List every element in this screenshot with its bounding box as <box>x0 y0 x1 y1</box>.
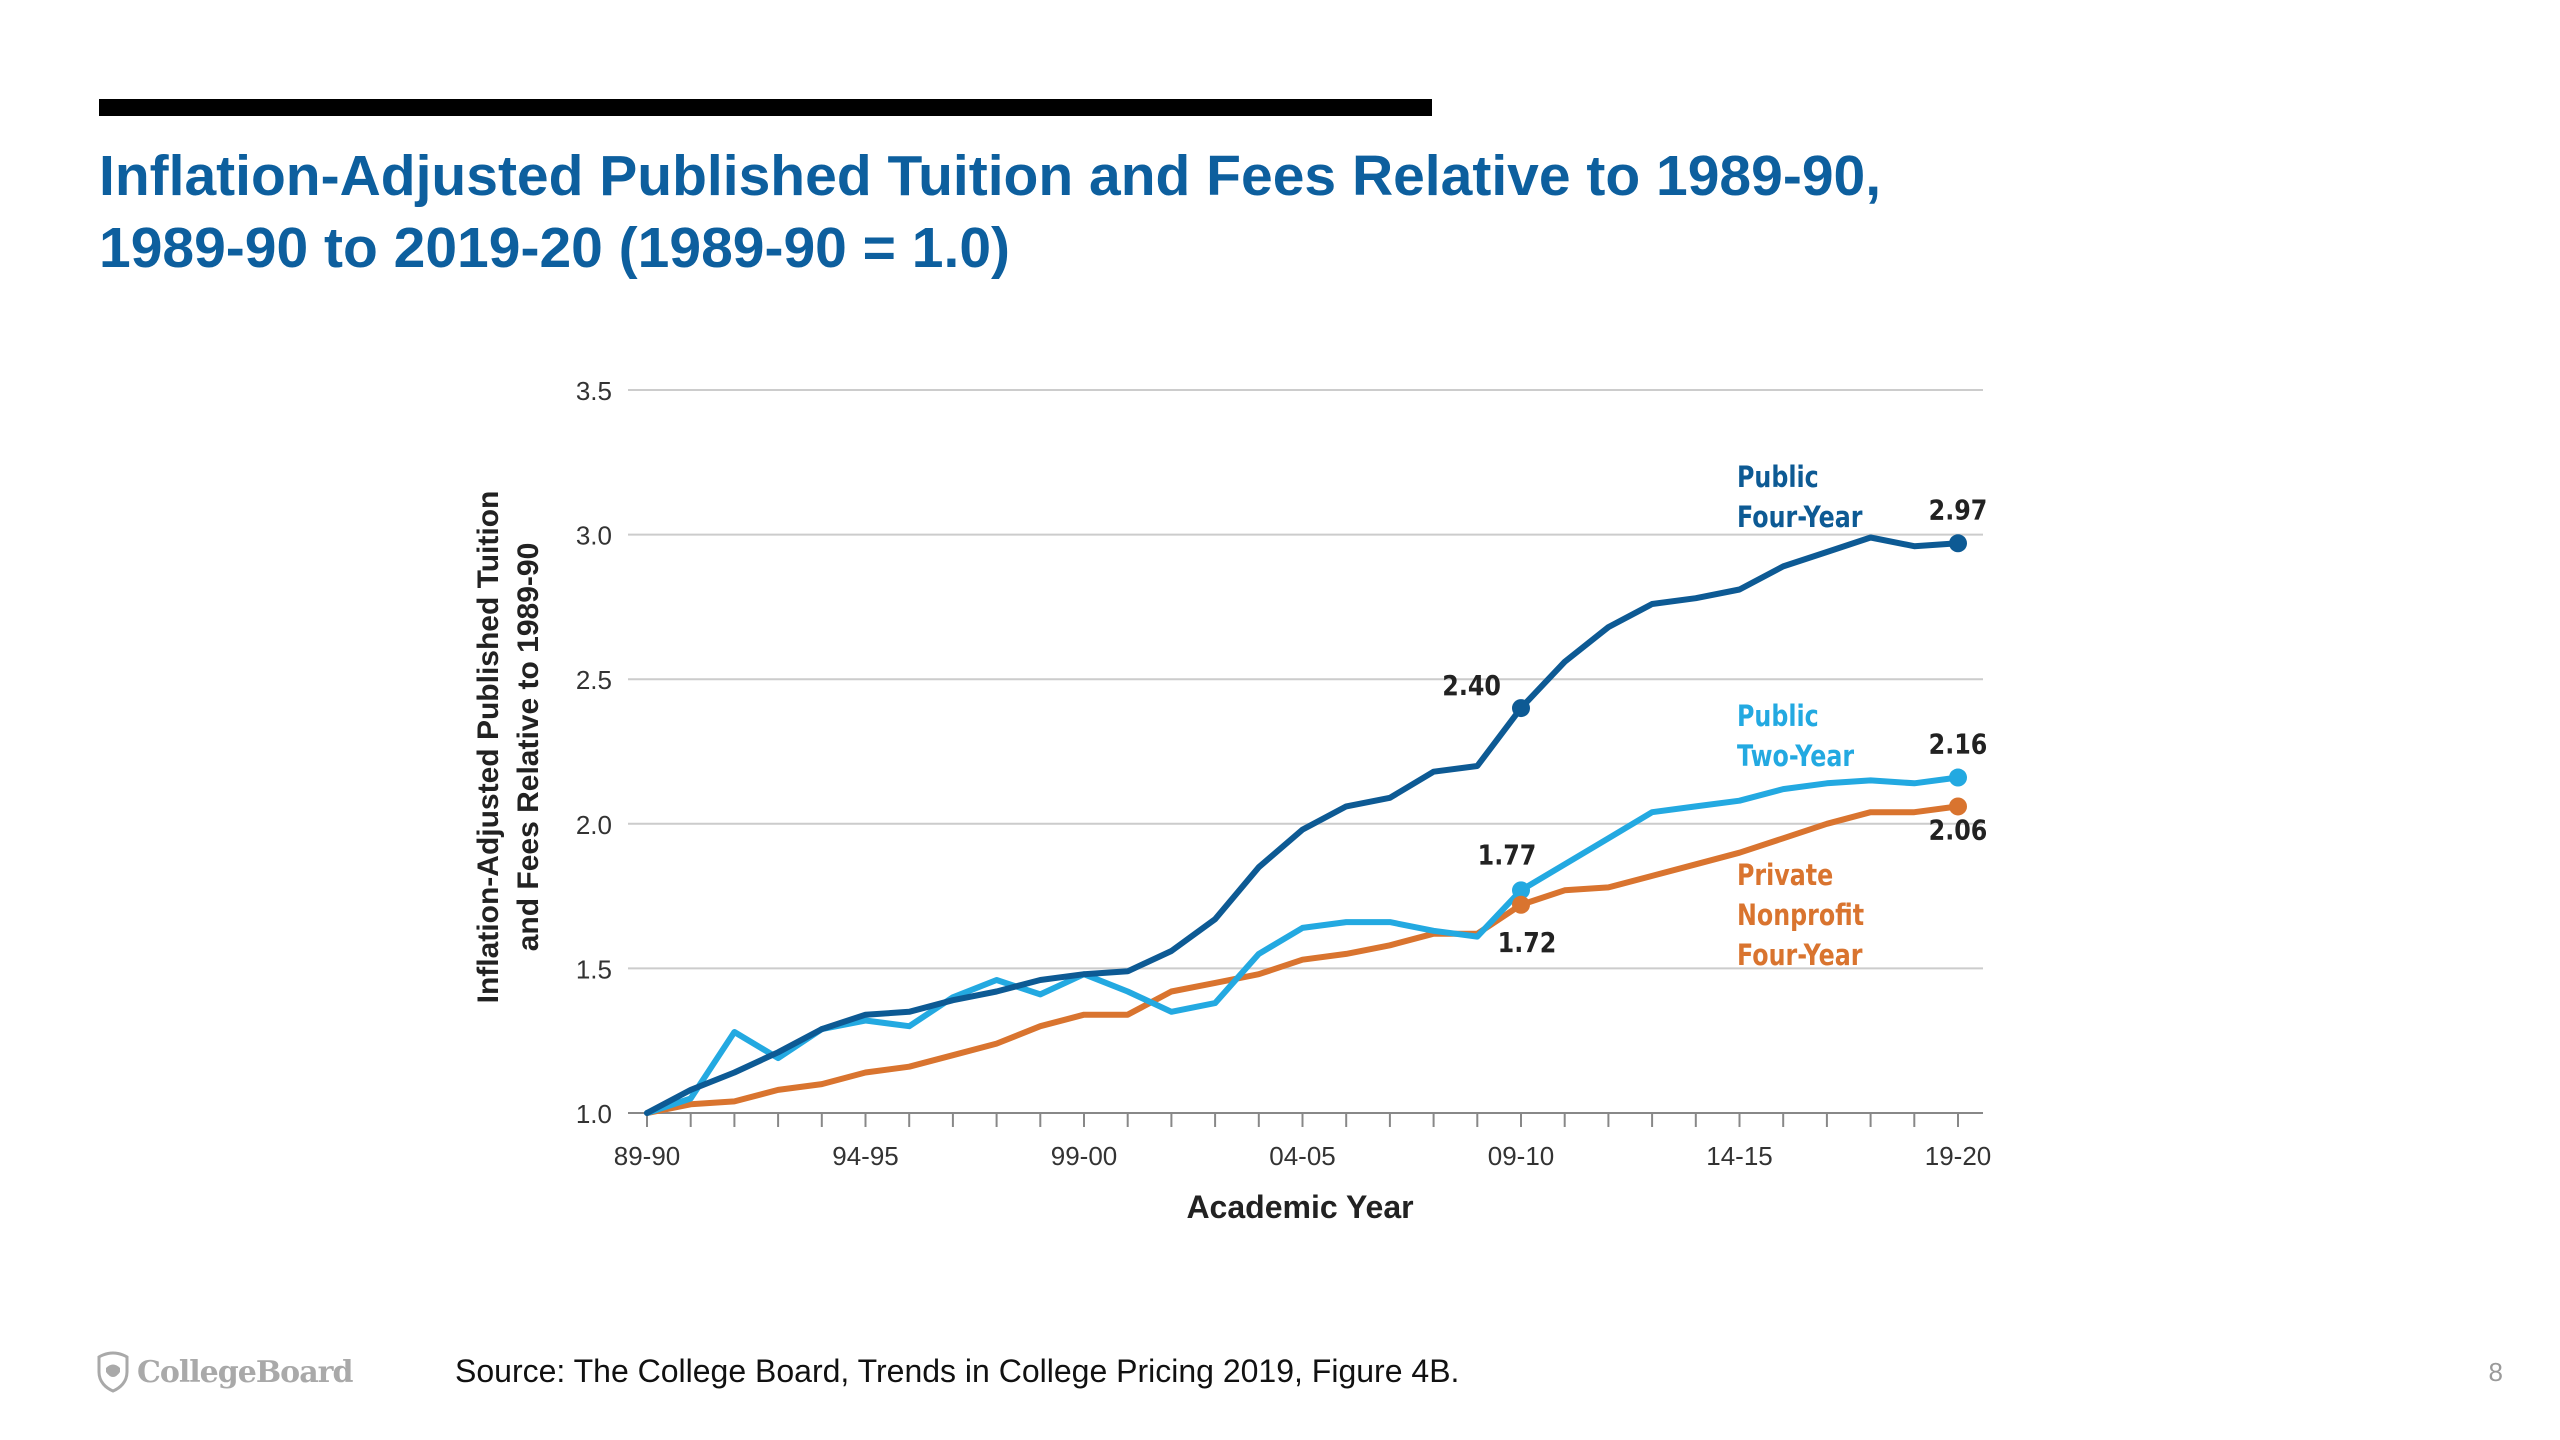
data-point-marker <box>1949 797 1967 816</box>
y-axis-title-line-1: Inflation-Adjusted Published Tuition <box>472 491 505 1004</box>
x-tick-label: 19-20 <box>1925 1141 1992 1171</box>
series-line-private-nonprofit <box>644 803 1961 1116</box>
data-point-marker <box>1512 881 1530 900</box>
y-tick-label: 3.5 <box>576 376 612 406</box>
legend-public-two-year: Public Two-Year <box>1737 700 1854 774</box>
x-tick-label: 04-05 <box>1269 1141 1336 1171</box>
legend-label-line: Four-Year <box>1737 939 1862 973</box>
acorn-shield-icon <box>97 1351 129 1393</box>
series-line-public-four-year <box>644 534 1961 1116</box>
x-tick-label: 94-95 <box>832 1141 899 1171</box>
axis-layer: 1.0 1.5 2.0 2.5 3.0 3.5 89-90 94-95 99-00 04-05 09… <box>576 376 1991 1171</box>
data-label: 2.06 <box>1929 815 1988 847</box>
x-axis-title: Academic Year <box>1186 1189 1413 1225</box>
series-line-public-two-year <box>644 774 1961 1116</box>
y-tick-label: 3.0 <box>576 521 612 551</box>
y-tick-label: 1.5 <box>576 954 612 984</box>
series-layer <box>644 534 1967 1116</box>
college-board-logo: CollegeBoard <box>95 1348 353 1396</box>
data-point-marker <box>1512 895 1530 914</box>
data-point-marker <box>1949 768 1967 787</box>
y-tick-label: 1.0 <box>576 1099 612 1129</box>
legend-label-line: Public <box>1737 700 1819 734</box>
data-label: 1.77 <box>1478 840 1537 872</box>
x-tick-label: 99-00 <box>1051 1141 1118 1171</box>
data-label: 2.40 <box>1442 670 1501 702</box>
page-number: 8 <box>2488 1357 2503 1387</box>
legend-private-nonprofit: Private Nonprofit Four-Year <box>1737 859 1864 973</box>
y-tick-label: 2.0 <box>576 810 612 840</box>
y-axis-title-line-2: and Fees Relative to 1989-90 <box>512 543 545 952</box>
x-tick-label: 09-10 <box>1488 1141 1555 1171</box>
legend-label-line: Two-Year <box>1737 740 1854 774</box>
data-point-marker <box>1512 699 1530 718</box>
legend-label-line: Public <box>1737 461 1819 495</box>
title-rule <box>99 99 1432 116</box>
data-label: 1.72 <box>1498 927 1557 959</box>
x-tick-label: 14-15 <box>1706 1141 1773 1171</box>
grid-layer <box>628 389 1983 970</box>
slide-title-line-1: Inflation-Adjusted Published Tuition and… <box>99 144 1882 208</box>
legend-public-four-year: Public Four-Year <box>1737 461 1862 535</box>
y-tick-label: 2.5 <box>576 665 612 695</box>
legend-label-line: Nonprofit <box>1737 899 1864 933</box>
data-point-marker <box>1949 534 1967 553</box>
data-label: 2.16 <box>1929 729 1988 761</box>
source-note: Source: The College Board, Trends in Col… <box>455 1353 1460 1389</box>
slide-title: Inflation-Adjusted Published Tuition and… <box>99 140 2099 284</box>
data-label: 2.97 <box>1929 494 1988 526</box>
logo-wordmark: CollegeBoard <box>137 1354 353 1390</box>
x-tick-label: 89-90 <box>614 1141 681 1171</box>
label-layer: Academic Year Inflation-Adjusted Publish… <box>472 461 1987 1225</box>
slide-title-line-2: 1989-90 to 2019-20 (1989-90 = 1.0) <box>99 216 1011 280</box>
legend-label-line: Private <box>1737 859 1833 893</box>
legend-label-line: Four-Year <box>1737 501 1862 535</box>
